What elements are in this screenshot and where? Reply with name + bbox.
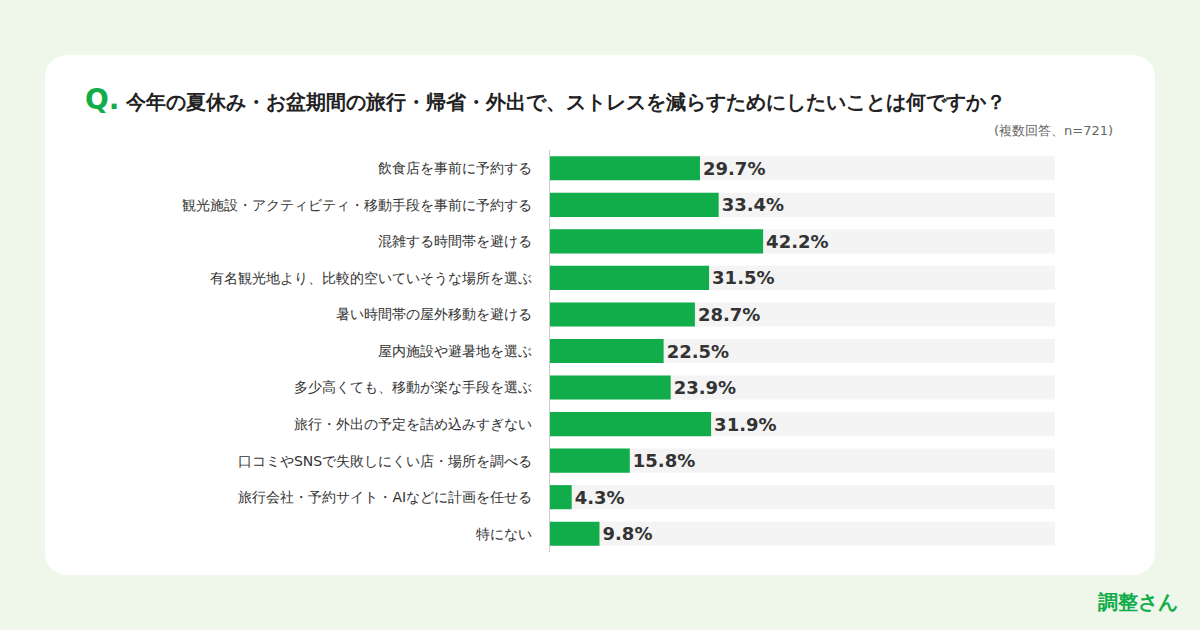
svg-text:調整さん: 調整さん	[1098, 590, 1178, 614]
svg-text:口コミやSNSで失敗しにくい店・場所を調べる: 口コミやSNSで失敗しにくい店・場所を調べる	[238, 453, 532, 469]
svg-text:多少高くても、移動が楽な手段を選ぶ: 多少高くても、移動が楽な手段を選ぶ	[294, 379, 532, 395]
svg-text:33.4%: 33.4%	[722, 194, 784, 215]
svg-text:15.8%: 15.8%	[633, 450, 695, 471]
svg-text:旅行・外出の予定を詰め込みすぎない: 旅行・外出の予定を詰め込みすぎない	[294, 416, 532, 432]
svg-text:混雑する時間帯を避ける: 混雑する時間帯を避ける	[378, 233, 532, 249]
svg-text:4.3%: 4.3%	[575, 487, 625, 508]
svg-text:31.5%: 31.5%	[712, 267, 774, 288]
svg-text:28.7%: 28.7%	[698, 304, 760, 325]
svg-text:23.9%: 23.9%	[674, 377, 736, 398]
svg-text:31.9%: 31.9%	[714, 414, 776, 435]
svg-text:観光施設・アクティビティ・移動手段を事前に予約する: 観光施設・アクティビティ・移動手段を事前に予約する	[182, 197, 532, 213]
svg-text:9.8%: 9.8%	[602, 523, 652, 544]
svg-text:特にない: 特にない	[476, 526, 532, 542]
svg-text:屋内施設や避暑地を選ぶ: 屋内施設や避暑地を選ぶ	[378, 343, 532, 359]
svg-text:22.5%: 22.5%	[667, 341, 729, 362]
svg-text:旅行会社・予約サイト・AIなどに計画を任せる: 旅行会社・予約サイト・AIなどに計画を任せる	[238, 489, 532, 505]
svg-text:Q. 今年の夏休み・お盆期間の旅行・帰省・外出で、ストレスを: Q. 今年の夏休み・お盆期間の旅行・帰省・外出で、ストレスを減らすためにしたいこ…	[85, 83, 1006, 116]
svg-text:有名観光地より、比較的空いていそうな場所を選ぶ: 有名観光地より、比較的空いていそうな場所を選ぶ	[210, 270, 532, 286]
svg-text:(複数回答、n=721): (複数回答、n=721)	[994, 123, 1113, 138]
svg-text:42.2%: 42.2%	[766, 231, 828, 252]
svg-text:29.7%: 29.7%	[703, 158, 765, 179]
svg-text:暑い時間帯の屋外移動を避ける: 暑い時間帯の屋外移動を避ける	[336, 306, 532, 322]
svg-text:飲食店を事前に予約する: 飲食店を事前に予約する	[378, 160, 532, 176]
